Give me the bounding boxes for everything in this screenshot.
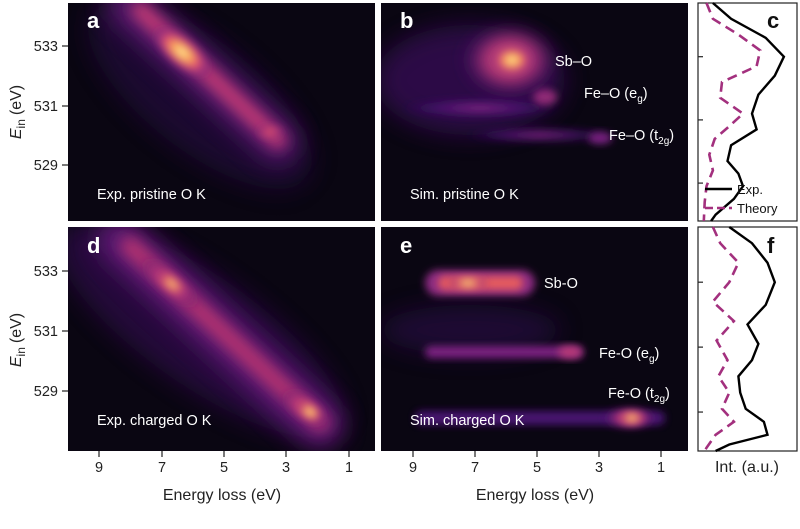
panel-e-annotation-fe-o-eg-tail: )	[655, 346, 660, 362]
panel-c-frame	[697, 2, 798, 222]
panel-b-annotation-fe-o-eg: Fe–O (eg)	[584, 86, 648, 105]
y-axis-label-top-unit: (eV)	[8, 85, 25, 115]
panel-b-annotation-fe-o-t2g-main: Fe–O (t	[609, 128, 658, 144]
y-axis-label-bottom: Ein (eV)	[8, 313, 28, 367]
panel-b-letter: b	[400, 8, 413, 33]
panel-e-annotation-fe-o-eg-sub: g	[649, 354, 655, 365]
panel-e-heatmap	[381, 270, 665, 430]
y-tick-label-top-529: 529	[34, 158, 58, 174]
panel-d-letter: d	[87, 233, 100, 258]
panel-e-annotation-fe-o-t2g: Fe-O (t2g)	[608, 386, 670, 405]
y-tick-label-top-531: 531	[34, 99, 58, 115]
panel-e-annotation-fe-o-eg-main: Fe-O (e	[599, 346, 649, 362]
y-axis-label-bottom-sub: in	[14, 347, 28, 356]
panel-a-ridge-end-blob	[254, 124, 286, 140]
x-tick-label-right-3: 3	[595, 460, 603, 476]
y-axis-top: 533 531 529 Ein (eV)	[8, 39, 68, 174]
panel-e-band-fe-o-eg	[425, 346, 583, 358]
panel-b-annotation-fe-o-eg-sub: g	[637, 94, 643, 105]
panel-c-ticks	[698, 56, 703, 184]
panel-c: c Exp. Theory	[697, 2, 798, 222]
panel-e-band-fe-o-eg-end	[558, 346, 582, 358]
panel-b-band-eg	[400, 98, 560, 118]
panel-d-lower-peak	[296, 400, 324, 424]
panel-e: e Sb-O Fe-O (eg) Fe-O (t2g) Sim. charged…	[381, 227, 688, 451]
panel-b-annotation-fe-o-eg-main: Fe–O (e	[584, 86, 637, 102]
y-axis-label-bottom-main: E	[8, 356, 25, 367]
x-tick-label-left-9: 9	[95, 460, 103, 476]
y-tick-label-bottom-531: 531	[34, 324, 58, 340]
panel-e-annotation-fe-o-t2g-tail: )	[665, 386, 670, 402]
panel-e-annotation-fe-o-eg: Fe-O (eg)	[599, 346, 659, 365]
panel-e-annotation-fe-o-t2g-main: Fe-O (t	[608, 386, 654, 402]
y-tick-label-top-533: 533	[34, 39, 58, 55]
y-axis-bottom: 533 531 529 Ein (eV)	[8, 264, 68, 400]
panel-e-band-fe-o-t2g	[415, 411, 665, 425]
panel-a-heatmap	[88, 3, 312, 189]
panel-d: d Exp. charged O K	[68, 227, 375, 451]
panel-b-annotation-fe-o-eg-tail: )	[643, 86, 648, 102]
panel-f-letter: f	[767, 233, 775, 258]
panel-f-exp-line	[715, 226, 777, 453]
legend-theory-label: Theory	[737, 201, 778, 216]
panel-b-annotation-sb-o: Sb–O	[555, 54, 592, 70]
x-axis-label-right: Energy loss (eV)	[476, 487, 594, 504]
panel-b-band-eg-end	[533, 89, 557, 105]
x-axis-label-left: Energy loss (eV)	[163, 487, 281, 504]
panel-e-diffuse-background	[381, 305, 560, 355]
panel-e-peak	[619, 411, 645, 425]
panel-f: f	[697, 226, 798, 453]
x-tick-label-right-1: 1	[657, 460, 665, 476]
x-tick-label-right-7: 7	[471, 460, 479, 476]
y-axis-label-top-main: E	[8, 128, 25, 139]
panel-b-annotation-fe-o-t2g-sub: 2g	[658, 136, 669, 147]
panel-c-theory-line	[702, 2, 762, 222]
panel-a-caption: Exp. pristine O K	[97, 187, 206, 203]
y-tick-label-bottom-533: 533	[34, 264, 58, 280]
x-tick-label-left-1: 1	[345, 460, 353, 476]
panel-f-theory-line	[703, 226, 740, 452]
x-tick-label-right-5: 5	[533, 460, 541, 476]
panel-f-ticks	[698, 281, 703, 413]
y-axis-label-bottom-unit: (eV)	[8, 313, 25, 343]
x-axis-right: 9 7 5 3 1 Energy loss (eV)	[409, 451, 665, 504]
panel-d-upper-peak	[157, 270, 187, 298]
y-axis-label-top: Ein (eV)	[8, 85, 28, 139]
panel-b: b Sb–O Fe–O (eg) Fe–O (t2g) Sim. pristin…	[381, 3, 688, 221]
panel-c-letter: c	[767, 8, 779, 33]
panel-b-annotation-fe-o-t2g: Fe–O (t2g)	[609, 128, 674, 147]
panel-a-letter: a	[87, 8, 100, 33]
panel-b-band-t2g-end	[588, 132, 612, 144]
panel-e-letter: e	[400, 233, 412, 258]
panel-d-heatmap	[68, 227, 343, 448]
x-tick-label-left-5: 5	[220, 460, 228, 476]
x-axis-left: 9 7 5 3 1 Energy loss (eV)	[95, 451, 353, 504]
x-axis-label-intensity: Int. (a.u.)	[715, 459, 779, 476]
panel-c-exp-line	[710, 2, 786, 222]
panel-a-peak	[152, 25, 212, 79]
panel-e-annotation-sb-o: Sb-O	[544, 276, 578, 292]
panel-b-annotation-fe-o-t2g-tail: )	[669, 128, 674, 144]
panel-b-caption: Sim. pristine O K	[410, 187, 519, 203]
panel-b-heatmap	[381, 22, 615, 144]
y-axis-label-top-sub: in	[14, 119, 28, 128]
panel-a: a Exp. pristine O K	[68, 3, 375, 221]
panel-f-frame	[697, 226, 798, 452]
x-tick-label-left-7: 7	[158, 460, 166, 476]
panel-b-peak	[490, 44, 534, 76]
x-tick-label-right-9: 9	[409, 460, 417, 476]
panel-e-band-sb-o-peak	[448, 276, 488, 290]
x-tick-label-left-3: 3	[282, 460, 290, 476]
panel-e-caption: Sim. charged O K	[410, 413, 525, 429]
y-tick-label-bottom-529: 529	[34, 384, 58, 400]
panel-d-caption: Exp. charged O K	[97, 413, 212, 429]
legend-exp-label: Exp.	[737, 182, 763, 197]
panel-e-annotation-fe-o-t2g-sub: 2g	[654, 394, 665, 405]
panel-b-band-t2g	[465, 127, 615, 143]
